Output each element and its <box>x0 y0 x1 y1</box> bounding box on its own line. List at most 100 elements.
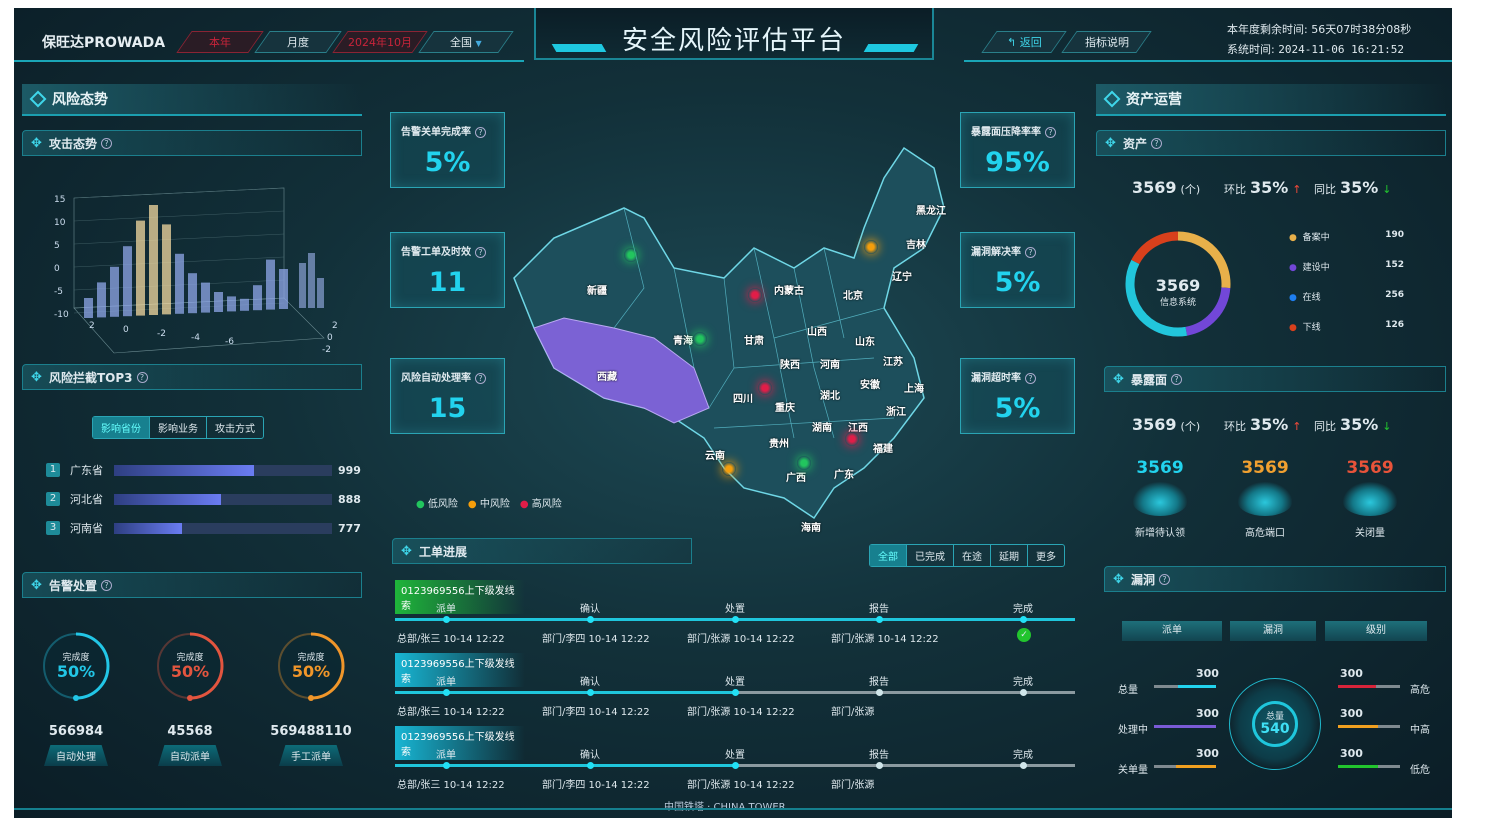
step-label: 处置 <box>725 677 745 688</box>
section-risk-posture: 风险态势 <box>22 84 362 116</box>
asset-mom: 环比 35% ↑ <box>1224 178 1302 197</box>
risk-marker[interactable] <box>748 288 762 302</box>
legend-dot-icon: ● <box>1289 233 1297 243</box>
help-icon[interactable]: ? <box>101 137 113 149</box>
filter-period[interactable]: 月度 <box>254 31 342 53</box>
vuln-right-value: 300 <box>1340 707 1363 720</box>
help-icon: ? <box>1025 247 1036 258</box>
workorder-tab[interactable]: 已完成 <box>907 545 954 566</box>
province-label[interactable]: 北京 <box>843 291 863 302</box>
help-icon[interactable]: ? <box>1171 373 1183 385</box>
help-icon[interactable]: ? <box>1159 573 1171 585</box>
risk-marker[interactable] <box>722 462 736 476</box>
chart-bar <box>97 282 106 318</box>
province-label[interactable]: 浙江 <box>886 407 906 418</box>
province-label[interactable]: 海南 <box>801 523 821 534</box>
workorder-tab[interactable]: 全部 <box>870 545 907 566</box>
risk-marker[interactable] <box>797 456 811 470</box>
risk-marker[interactable] <box>758 381 772 395</box>
metric-help-button[interactable]: 指标说明 <box>1061 31 1152 53</box>
help-icon[interactable]: ? <box>1151 137 1163 149</box>
province-label[interactable]: 安徽 <box>860 380 880 391</box>
step-node <box>876 689 883 696</box>
step-label: 确认 <box>580 677 600 688</box>
help-icon[interactable]: ? <box>136 371 148 383</box>
kpi-value: 5% <box>994 393 1041 424</box>
tab-attack-method[interactable]: 攻击方式 <box>215 424 255 435</box>
chart-bar <box>240 298 249 311</box>
risk-marker[interactable] <box>864 240 878 254</box>
footer-divider <box>14 808 1452 810</box>
exposure-label: 高危端口 <box>1245 528 1285 539</box>
province-label[interactable]: 甘肃 <box>744 336 764 347</box>
province-label[interactable]: 辽宁 <box>892 272 912 283</box>
z-tick: -5 <box>54 287 63 297</box>
workorder-item[interactable]: 0123969556上下级发线索 派单 确认 处置 报告 完成 总部/张三 10-14 … <box>395 726 1075 796</box>
province-label[interactable]: 云南 <box>705 451 725 462</box>
province-label[interactable]: 上海 <box>904 384 924 395</box>
province-label[interactable]: 广东 <box>834 470 854 481</box>
province-label[interactable]: 江西 <box>848 423 868 434</box>
province-label[interactable]: 福建 <box>873 444 893 455</box>
province-label[interactable]: 河南 <box>820 360 840 371</box>
arrow-down-icon: ↓ <box>1382 183 1392 196</box>
risk-marker[interactable] <box>845 432 859 446</box>
province-label[interactable]: 内蒙古 <box>774 286 804 297</box>
x-tick: 2 <box>89 321 95 331</box>
x-tick: -2 <box>157 329 166 339</box>
workorder-item[interactable]: 0123969556上下级发线索 派单 确认 处置 报告 完成 总部/张三 10-14 … <box>395 580 1075 650</box>
gauge-value: 566984 <box>48 724 104 739</box>
chart-bar <box>149 205 158 315</box>
province-label[interactable]: 重庆 <box>775 403 795 414</box>
risk-marker[interactable] <box>693 332 707 346</box>
gauge-label: 完成度 <box>62 653 90 663</box>
vuln-col-vuln[interactable]: 漏洞 <box>1230 621 1316 641</box>
workorder-item[interactable]: 0123969556上下级发线索 派单 确认 处置 报告 完成 总部/张三 10-14 … <box>395 653 1075 723</box>
step-node <box>587 762 594 769</box>
province-label[interactable]: 吉林 <box>906 240 926 251</box>
vuln-right-value: 300 <box>1340 747 1363 760</box>
province-label[interactable]: 山西 <box>807 327 827 338</box>
province-label[interactable]: 西藏 <box>597 372 617 383</box>
step-label: 确认 <box>580 750 600 761</box>
exposure-label: 关闭量 <box>1355 528 1385 539</box>
step-info: 部门/张源 10-14 12:22 <box>831 634 939 645</box>
chart-bar <box>253 285 262 311</box>
kpi-value: 95% <box>985 147 1050 178</box>
gauge-ring <box>43 632 110 701</box>
province-label[interactable]: 湖北 <box>820 391 840 402</box>
exposure-item: 3569 关闭量 <box>1330 458 1410 539</box>
filter-month[interactable]: 2024年10月 <box>332 31 428 53</box>
filter-year[interactable]: 本年 <box>176 31 264 53</box>
risk-legend: ● 低风险 ● 中风险 ● 高风险 <box>416 495 562 510</box>
workorder-tab[interactable]: 在途 <box>954 545 991 566</box>
workorder-tab[interactable]: 延期 <box>991 545 1028 566</box>
workorder-tab[interactable]: 更多 <box>1036 552 1056 563</box>
vuln-col-dispatch[interactable]: 派单 <box>1122 621 1222 641</box>
province-label[interactable]: 陕西 <box>780 360 800 371</box>
province-label[interactable]: 青海 <box>673 336 693 347</box>
risk-marker[interactable] <box>624 248 638 262</box>
tab-province[interactable]: 影响省份 <box>93 417 150 438</box>
tab-business[interactable]: 影响业务 <box>150 417 207 438</box>
province-label[interactable]: 黑龙江 <box>916 206 946 217</box>
step-label: 派单 <box>436 604 456 615</box>
back-button[interactable]: ↰ 返回 <box>981 31 1067 53</box>
province-label[interactable]: 新疆 <box>587 286 607 297</box>
province-label[interactable]: 山东 <box>855 337 875 348</box>
step-node <box>1020 762 1027 769</box>
attack-trend-header: ✥ 攻击态势? <box>22 130 362 156</box>
province-label[interactable]: 贵州 <box>769 439 789 450</box>
province-label[interactable]: 湖南 <box>812 423 832 434</box>
province-label[interactable]: 江苏 <box>883 357 903 368</box>
gauge-name: 自动派单 <box>158 745 222 766</box>
province-label[interactable]: 四川 <box>733 394 753 405</box>
vuln-col-level[interactable]: 级别 <box>1325 621 1427 641</box>
province-label[interactable]: 广西 <box>786 473 806 484</box>
step-node <box>443 762 450 769</box>
region-select[interactable]: 全国 ▼ <box>418 31 514 53</box>
step-node <box>1020 616 1027 623</box>
gauge-percent: 50% <box>291 662 331 681</box>
target-icon: ✥ <box>1113 571 1124 587</box>
help-icon[interactable]: ? <box>101 579 113 591</box>
